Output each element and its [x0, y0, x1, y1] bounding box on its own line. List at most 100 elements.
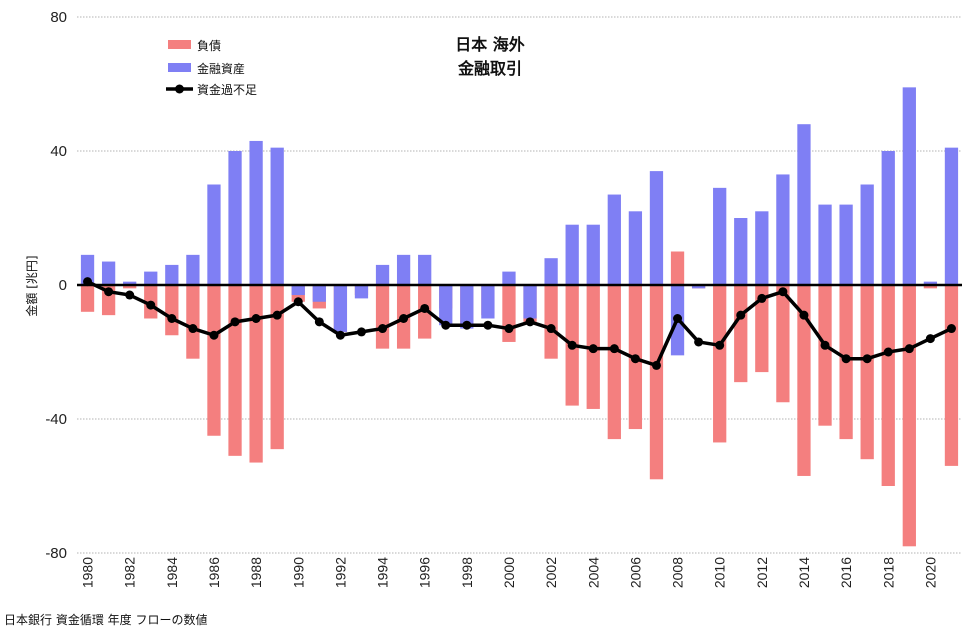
bar-liabilities — [80, 285, 95, 312]
bar-assets — [228, 151, 242, 285]
y-tick-label: 80 — [50, 9, 67, 26]
bar-assets — [186, 254, 200, 285]
x-tick-label: 2020 — [922, 557, 938, 588]
bar-assets — [354, 285, 369, 299]
bar-assets — [123, 281, 137, 285]
x-tick-label: 2014 — [796, 557, 812, 588]
surplus-point — [167, 314, 177, 323]
bar-liabilities — [607, 285, 621, 440]
surplus-point — [83, 277, 93, 287]
y-tick-label: 40 — [50, 143, 67, 160]
bar-liabilities — [860, 285, 874, 460]
x-tick-label: 2006 — [627, 557, 643, 588]
bar-assets — [586, 224, 600, 285]
bar-assets — [691, 285, 706, 289]
bar-liabilities — [776, 285, 790, 403]
bar-liabilities — [944, 285, 959, 466]
surplus-point — [104, 287, 114, 297]
surplus-point — [504, 324, 514, 334]
surplus-point — [757, 293, 767, 303]
surplus-point — [736, 310, 746, 320]
bar-assets — [418, 254, 432, 285]
x-tick-label: 2002 — [543, 557, 559, 588]
bar-assets — [249, 140, 263, 285]
y-axis-label: 金額 [兆円] — [24, 255, 39, 316]
bar-assets — [755, 211, 769, 285]
bar-assets — [734, 218, 748, 285]
surplus-point — [567, 340, 577, 350]
bar-assets — [797, 124, 811, 285]
surplus-point — [314, 317, 324, 327]
surplus-point — [778, 287, 788, 297]
gridlines — [77, 16, 962, 554]
bar-liabilities — [165, 285, 179, 336]
x-tick-label: 2010 — [712, 557, 728, 588]
x-tick-label: 1984 — [164, 557, 180, 588]
chart-title-line-2: 金融取引 — [457, 59, 522, 78]
x-tick-label: 1982 — [122, 557, 138, 588]
surplus-point — [946, 324, 956, 334]
surplus-point — [630, 354, 640, 364]
x-tick-label: 1992 — [332, 557, 348, 588]
bar-assets — [460, 285, 474, 329]
surplus-point — [925, 334, 935, 344]
bar-assets — [165, 264, 179, 285]
bar-liabilities — [123, 285, 137, 289]
bar-liabilities — [502, 285, 516, 342]
bar-assets — [713, 187, 727, 285]
surplus-point — [378, 324, 388, 334]
bars — [80, 87, 959, 547]
bar-assets — [881, 151, 895, 285]
x-tick-label: 2016 — [838, 557, 854, 588]
surplus-point — [420, 303, 430, 313]
bar-assets — [944, 147, 959, 285]
surplus-point — [272, 310, 282, 320]
bar-liabilities — [249, 285, 263, 463]
surplus-point — [883, 347, 893, 357]
x-tick-labels: 1980 1982 1984 1986 1988 1990 1992 1994 1996 1998… — [80, 557, 939, 588]
bar-assets — [481, 285, 495, 319]
surplus-point — [356, 327, 366, 337]
bar-liabilities — [881, 285, 895, 486]
x-tick-label: 1994 — [375, 557, 391, 588]
x-tick-label: 1986 — [206, 557, 222, 588]
bar-liabilities — [649, 285, 664, 480]
legend-label-surplus: 資金過不足 — [197, 82, 257, 97]
bar-liabilities — [186, 285, 200, 359]
legend-swatch-surplus-marker — [175, 84, 184, 94]
surplus-point — [209, 330, 219, 340]
bar-assets — [839, 204, 853, 285]
bar-liabilities — [670, 251, 685, 285]
surplus-point — [335, 330, 345, 340]
bar-assets — [902, 87, 916, 285]
legend-swatch-liabilities — [168, 40, 191, 49]
surplus-point — [125, 290, 135, 300]
x-tick-label: 2018 — [880, 557, 896, 588]
surplus-point — [251, 314, 261, 323]
surplus-point — [399, 314, 409, 323]
bar-assets — [144, 271, 158, 285]
source-note: 日本銀行 資金循環 年度 フローの数値 — [4, 612, 207, 627]
surplus-point — [609, 344, 619, 354]
bar-assets — [502, 271, 516, 285]
surplus-point — [293, 297, 303, 307]
y-tick-label: -80 — [45, 545, 67, 562]
bar-assets — [860, 184, 874, 285]
legend: 負債 金融資産 資金過不足 — [166, 38, 257, 97]
bar-liabilities — [713, 285, 727, 443]
bar-assets — [80, 254, 95, 285]
x-tick-label: 1988 — [248, 557, 264, 588]
bar-assets — [607, 194, 621, 285]
x-tick-label: 2012 — [754, 557, 770, 588]
x-tick-label: 1980 — [80, 557, 96, 588]
bar-assets — [523, 285, 537, 319]
surplus-point — [904, 344, 914, 354]
surplus-point — [146, 300, 156, 310]
bar-assets — [207, 184, 221, 285]
bar-liabilities — [797, 285, 811, 476]
surplus-point — [441, 320, 451, 330]
bar-assets — [439, 285, 453, 326]
bar-assets — [375, 264, 390, 285]
surplus-point — [588, 344, 598, 354]
